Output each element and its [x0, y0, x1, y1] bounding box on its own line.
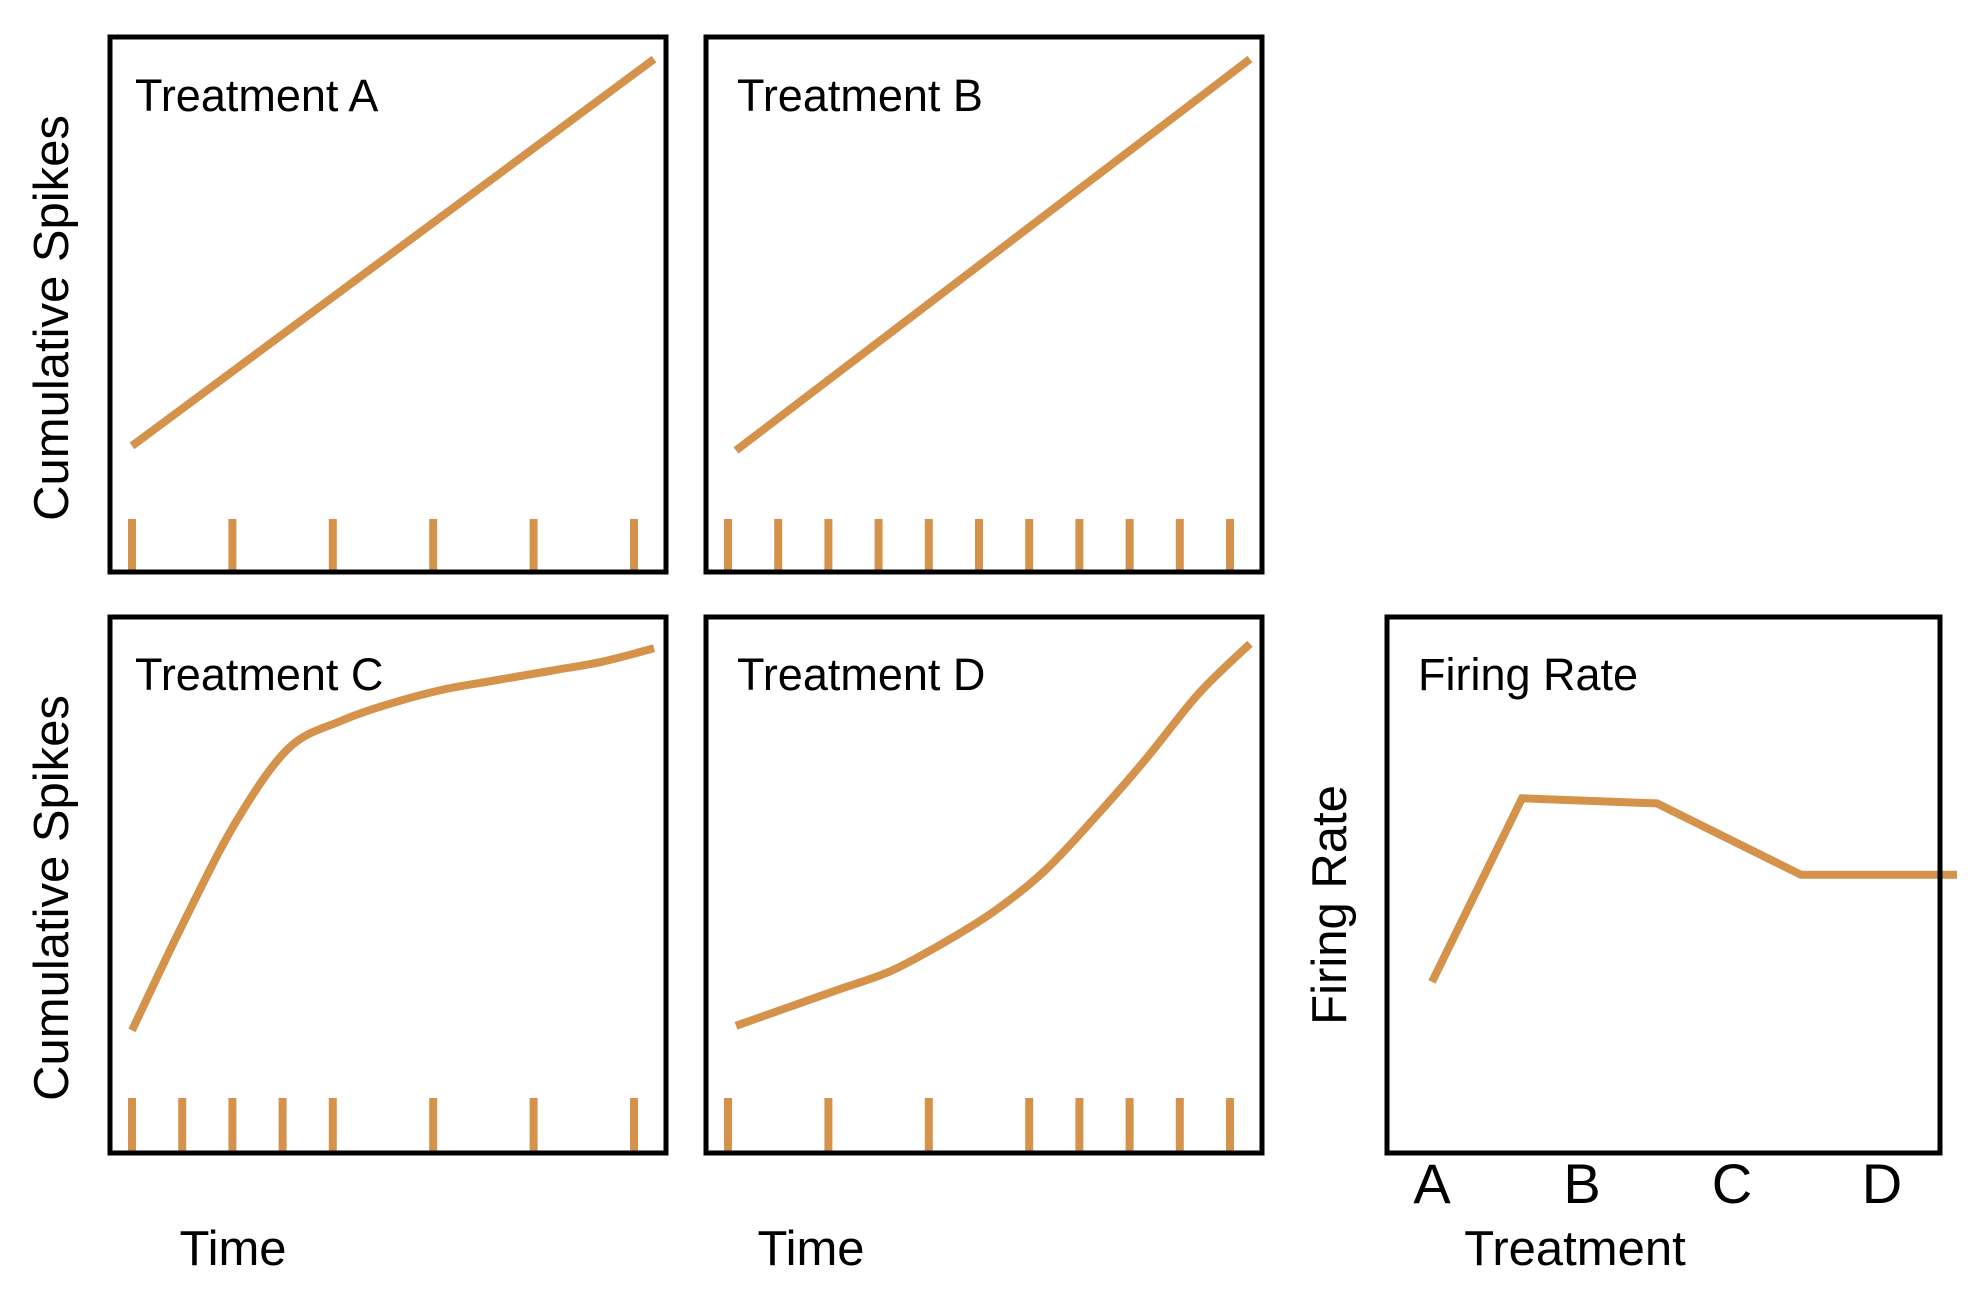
- y-axis-label-top: Cumulative Spikes: [25, 115, 79, 521]
- y-axis-label-bottom: Cumulative Spikes: [25, 695, 79, 1101]
- x-tick-label-d: D: [1862, 1152, 1902, 1215]
- firing-rate-line: [1428, 794, 1957, 984]
- panel-firing-rate: Firing Rate A B C D: [1384, 614, 1958, 1215]
- panel-title-treatment-d: Treatment D: [737, 649, 985, 700]
- frame-firing-rate: [1384, 614, 1943, 1156]
- frame-treatment-c: [107, 614, 669, 1156]
- panel-treatment-b: Treatment B: [703, 34, 1265, 575]
- x-axis-label-treatment: Treatment: [1464, 1222, 1686, 1276]
- cumulative-line-treatment-c: [128, 644, 656, 1033]
- x-axis-label-time-c: Time: [179, 1222, 286, 1276]
- x-tick-label-c: C: [1712, 1152, 1752, 1215]
- frame-treatment-d: [703, 614, 1265, 1156]
- panel-title-firing-rate: Firing Rate: [1418, 649, 1638, 700]
- panel-title-treatment-c: Treatment C: [135, 649, 383, 700]
- panel-treatment-a: Treatment A: [107, 34, 669, 575]
- plot-treatment-a: [128, 55, 657, 572]
- panel-title-treatment-b: Treatment B: [737, 70, 983, 121]
- plot-firing-rate: [1428, 794, 1958, 984]
- panel-title-treatment-a: Treatment A: [135, 70, 378, 121]
- frame-treatment-b: [703, 34, 1265, 575]
- x-tick-label-a: A: [1413, 1152, 1451, 1215]
- frame-treatment-a: [107, 34, 669, 575]
- cumulative-line-treatment-b: [733, 55, 1253, 454]
- y-axis-label-firing-rate: Firing Rate: [1303, 785, 1357, 1025]
- plot-treatment-c: [128, 644, 656, 1153]
- panel-treatment-c: Treatment C: [107, 614, 669, 1156]
- firing-rate-x-ticks: A B C D: [1413, 1152, 1902, 1215]
- cumulative-line-treatment-a: [129, 55, 657, 450]
- panel-treatment-d: Treatment D: [703, 614, 1265, 1156]
- x-axis-label-time-d: Time: [757, 1222, 864, 1276]
- plot-treatment-b: [724, 55, 1253, 572]
- cumulative-line-treatment-d: [734, 640, 1253, 1030]
- x-tick-label-b: B: [1563, 1152, 1600, 1215]
- plot-treatment-d: [724, 640, 1253, 1153]
